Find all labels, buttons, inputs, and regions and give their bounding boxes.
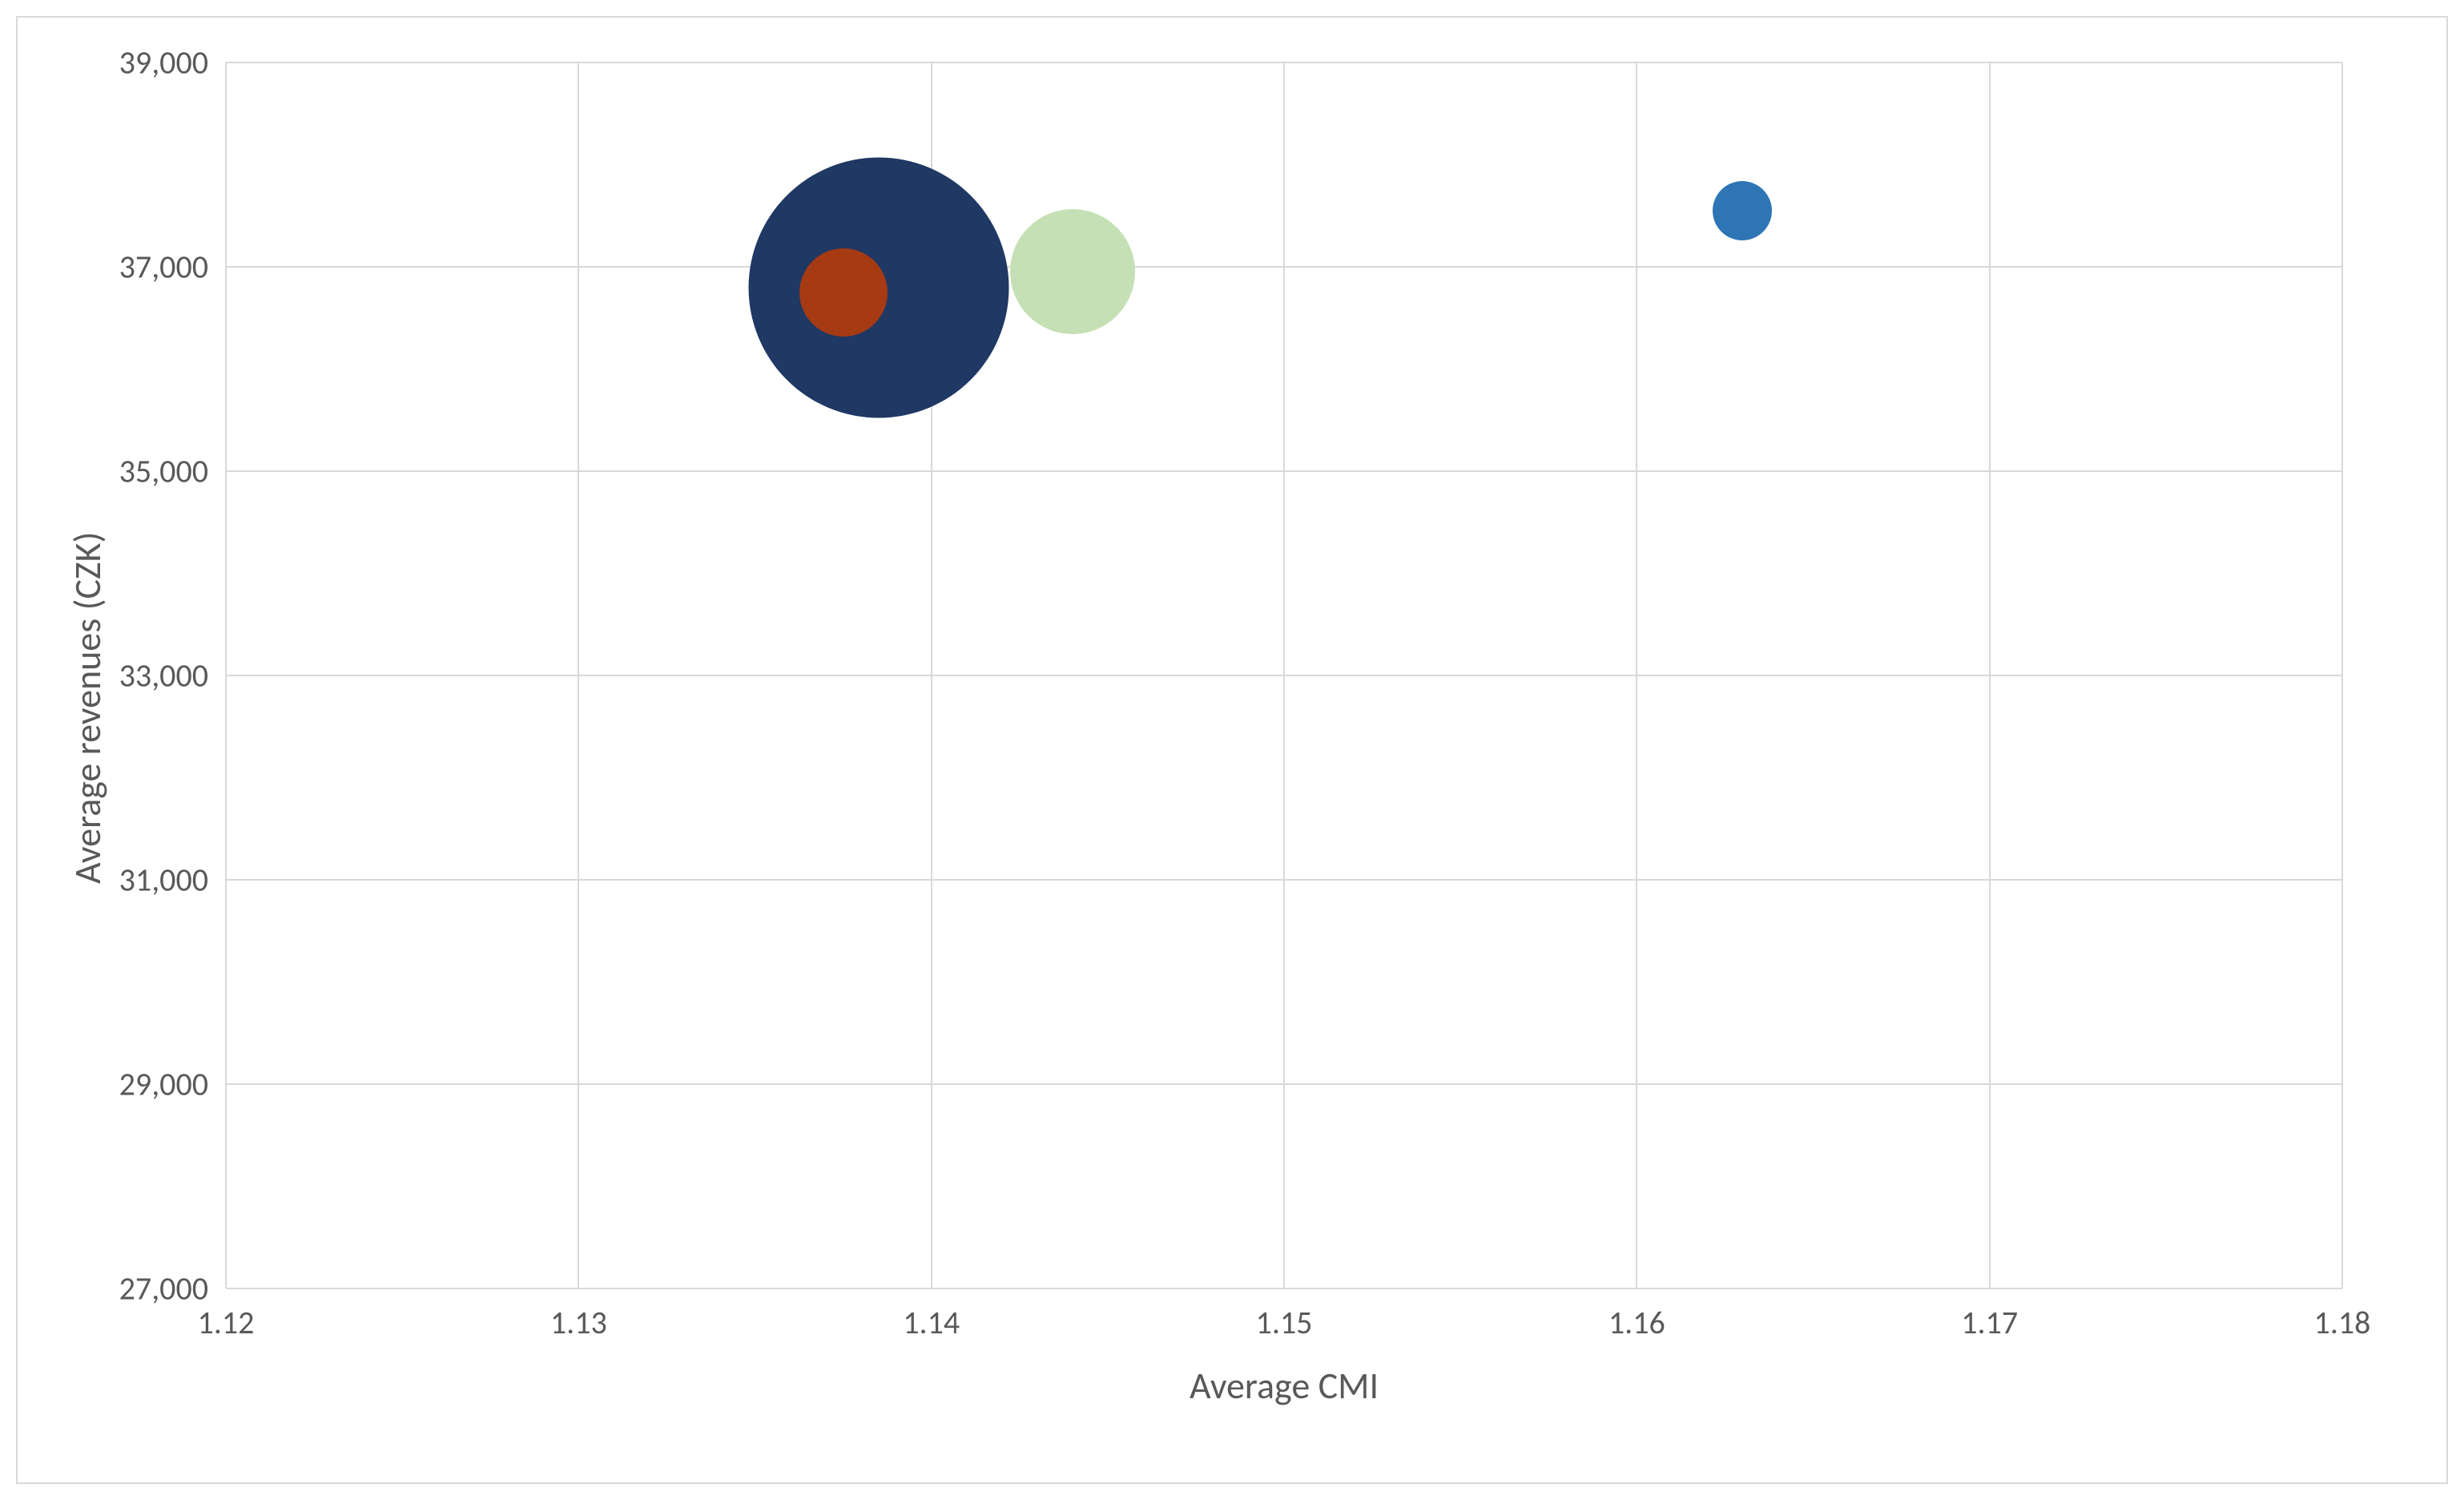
y-tick-label: 37,000 [119, 248, 208, 287]
x-tick-label: 1.13 [550, 1303, 607, 1342]
x-tick-label: 1.17 [1961, 1303, 2018, 1342]
plot-area [226, 62, 2342, 1288]
bubble-green [1010, 209, 1135, 334]
x-tick-label: 1.16 [1608, 1303, 1665, 1342]
y-tick-label: 27,000 [119, 1269, 208, 1308]
x-tick-label: 1.15 [1256, 1303, 1313, 1342]
y-tick-label: 29,000 [119, 1065, 208, 1104]
y-gridline [226, 62, 2342, 63]
x-tick-label: 1.12 [198, 1303, 255, 1342]
y-axis-title: Average revenues (CZK) [66, 532, 111, 884]
y-gridline [226, 470, 2342, 472]
y-tick-label: 31,000 [119, 861, 208, 900]
x-tick-label: 1.14 [903, 1303, 960, 1342]
y-gridline [226, 266, 2342, 268]
y-gridline [226, 675, 2342, 676]
y-tick-label: 39,000 [119, 43, 208, 83]
bubble-brown [799, 248, 888, 337]
y-gridline [226, 879, 2342, 881]
x-axis-title: Average CMI [1190, 1364, 1379, 1409]
y-gridline [226, 1288, 2342, 1289]
y-tick-label: 33,000 [119, 656, 208, 696]
y-gridline [226, 1083, 2342, 1085]
x-tick-label: 1.18 [2314, 1303, 2371, 1342]
bubble-blue [1713, 181, 1772, 240]
y-tick-label: 35,000 [119, 452, 208, 491]
